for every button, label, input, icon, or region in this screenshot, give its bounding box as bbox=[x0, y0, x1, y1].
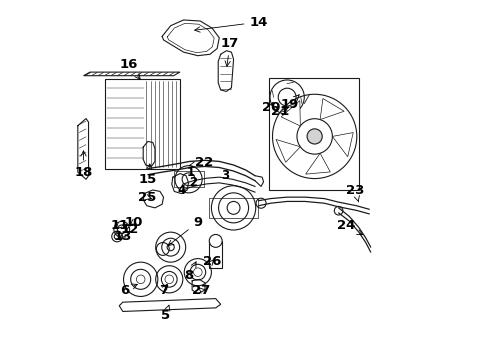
Text: 24: 24 bbox=[337, 219, 363, 235]
Text: 7: 7 bbox=[159, 284, 168, 297]
Text: 10: 10 bbox=[124, 216, 143, 229]
Text: 1: 1 bbox=[187, 166, 195, 179]
Text: 22: 22 bbox=[189, 156, 213, 169]
Circle shape bbox=[307, 129, 322, 144]
Text: 5: 5 bbox=[161, 305, 170, 321]
Text: 27: 27 bbox=[192, 284, 211, 297]
Text: 25: 25 bbox=[138, 191, 156, 204]
Text: 20: 20 bbox=[262, 102, 280, 114]
Polygon shape bbox=[320, 99, 344, 120]
Text: 12: 12 bbox=[121, 223, 139, 236]
Text: 16: 16 bbox=[120, 58, 140, 79]
Text: 15: 15 bbox=[139, 164, 157, 186]
Text: 13: 13 bbox=[114, 230, 132, 243]
Text: 17: 17 bbox=[221, 37, 239, 66]
Polygon shape bbox=[83, 72, 180, 76]
Text: 4: 4 bbox=[177, 184, 186, 197]
Text: 6: 6 bbox=[120, 284, 137, 297]
Text: 19: 19 bbox=[281, 95, 299, 111]
Bar bbox=[270, 78, 359, 190]
Text: 23: 23 bbox=[346, 184, 364, 202]
Text: 8: 8 bbox=[184, 262, 196, 282]
Circle shape bbox=[209, 234, 222, 247]
Polygon shape bbox=[306, 153, 330, 174]
Bar bbox=[209, 198, 258, 218]
Polygon shape bbox=[119, 298, 220, 311]
Bar bbox=[209, 241, 222, 268]
Text: 14: 14 bbox=[195, 15, 268, 32]
Bar bbox=[105, 79, 180, 168]
Text: 18: 18 bbox=[74, 151, 93, 179]
Polygon shape bbox=[281, 100, 300, 126]
Polygon shape bbox=[276, 139, 300, 162]
Text: 21: 21 bbox=[271, 105, 289, 118]
Bar bbox=[173, 171, 203, 187]
Text: 9: 9 bbox=[168, 216, 202, 246]
Text: 11: 11 bbox=[110, 219, 128, 232]
Text: 26: 26 bbox=[203, 255, 221, 268]
Text: 3: 3 bbox=[221, 169, 229, 182]
Text: 2: 2 bbox=[189, 176, 197, 189]
Polygon shape bbox=[332, 132, 353, 157]
